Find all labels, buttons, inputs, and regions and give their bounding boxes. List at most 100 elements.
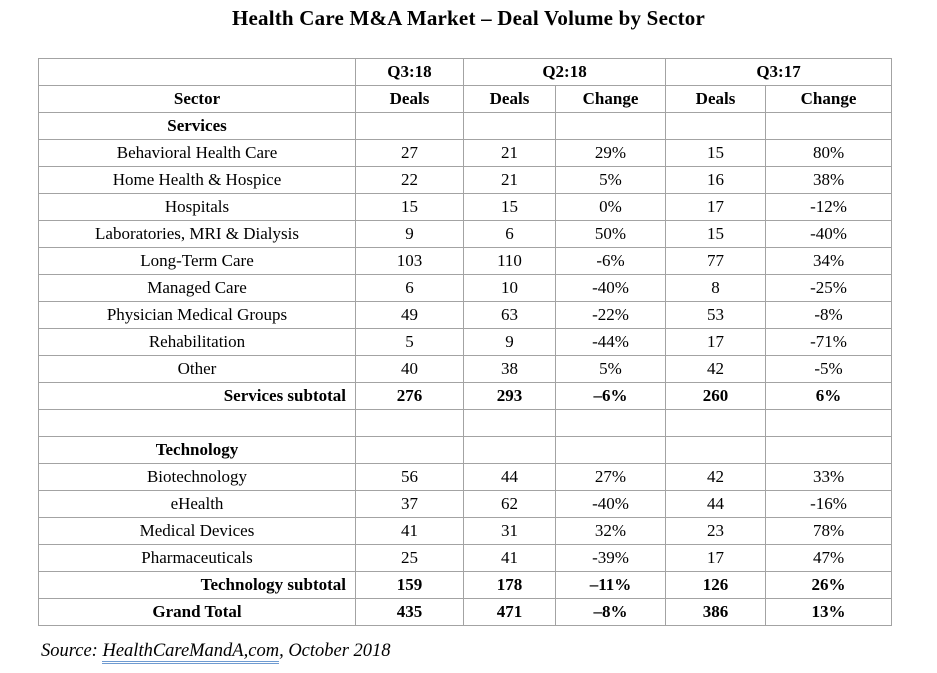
deals-q317-cell: 44 — [665, 490, 767, 518]
table-row: Technology subtotal 159 178 –11% 126 26% — [38, 571, 893, 599]
source-suffix: , October 2018 — [279, 641, 391, 661]
deals-q218-cell — [463, 436, 556, 464]
deals-q317-cell: 260 — [665, 382, 767, 410]
deals-q317-cell: 42 — [665, 463, 767, 491]
deals-q218-cell: 44 — [463, 463, 556, 491]
deals-q317-cell: 16 — [665, 166, 767, 194]
deals-q318-cell: 276 — [355, 382, 464, 410]
deals-q218-cell: 15 — [463, 193, 556, 221]
sector-cell: Technology subtotal — [38, 571, 356, 599]
deals-q318-cell — [355, 436, 464, 464]
change-q317-cell: -8% — [765, 301, 893, 329]
change-q317-cell: 6% — [765, 382, 893, 410]
period-header-row: Q3:18 Q2:18 Q3:17 — [38, 58, 893, 86]
sector-cell: eHealth — [38, 490, 356, 518]
change-q317-cell: -16% — [765, 490, 893, 518]
change-q218-cell: -44% — [554, 328, 667, 356]
deals-q317-cell: 15 — [665, 220, 767, 248]
deals-q218-cell: 9 — [463, 328, 556, 356]
column-header-deals-q218: Deals — [463, 85, 556, 113]
table-row: Pharmaceuticals 25 41 -39% 17 47% — [38, 544, 893, 572]
change-q218-cell: 5% — [554, 166, 667, 194]
deals-q218-cell — [463, 409, 556, 437]
period-header-empty-cell — [38, 58, 356, 86]
deals-q218-cell: 62 — [463, 490, 556, 518]
deals-q318-cell: 15 — [355, 193, 464, 221]
table-row: Grand Total 435 471 –8% 386 13% — [38, 598, 893, 626]
deals-q318-cell: 9 — [355, 220, 464, 248]
deals-q318-cell: 56 — [355, 463, 464, 491]
change-q218-cell: –6% — [554, 382, 667, 410]
change-q317-cell: 26% — [765, 571, 893, 599]
column-header-row: Sector Deals Deals Change Deals Change — [38, 85, 893, 113]
change-q317-cell: -71% — [765, 328, 893, 356]
period-header-q218: Q2:18 — [462, 58, 667, 86]
change-q218-cell: 50% — [554, 220, 667, 248]
deals-q218-cell: 38 — [463, 355, 556, 383]
source-line: Source: HealthCareMandA,com, October 201… — [41, 641, 391, 664]
change-q218-cell: 27% — [554, 463, 667, 491]
deals-q218-cell: 21 — [463, 139, 556, 167]
deals-q318-cell: 103 — [355, 247, 464, 275]
change-q317-cell: -25% — [765, 274, 893, 302]
change-q317-cell: 78% — [765, 517, 893, 545]
sector-cell: Technology — [38, 436, 356, 464]
change-q317-cell — [765, 436, 893, 464]
change-q317-cell: -40% — [765, 220, 893, 248]
deals-q317-cell: 17 — [665, 544, 767, 572]
deals-q317-cell: 386 — [665, 598, 767, 626]
deals-q318-cell — [355, 112, 464, 140]
sector-cell: Long-Term Care — [38, 247, 356, 275]
sector-cell: Behavioral Health Care — [38, 139, 356, 167]
sector-cell: Biotechnology — [38, 463, 356, 491]
deals-q317-cell — [665, 112, 767, 140]
deals-q318-cell: 27 — [355, 139, 464, 167]
deals-q317-cell: 8 — [665, 274, 767, 302]
deals-q317-cell — [665, 436, 767, 464]
deals-q218-cell: 178 — [463, 571, 556, 599]
table-body: Q3:18 Q2:18 Q3:17 Sector Deals Deals Cha… — [38, 58, 893, 626]
table-row: Physician Medical Groups 49 63 -22% 53 -… — [38, 301, 893, 329]
change-q218-cell: 32% — [554, 517, 667, 545]
sector-cell: Laboratories, MRI & Dialysis — [38, 220, 356, 248]
change-q218-cell: 5% — [554, 355, 667, 383]
table-row: Technology — [38, 436, 893, 464]
deals-q218-cell: 10 — [463, 274, 556, 302]
sector-cell: Hospitals — [38, 193, 356, 221]
table-row: Medical Devices 41 31 32% 23 78% — [38, 517, 893, 545]
deals-q317-cell — [665, 409, 767, 437]
deals-q317-cell: 42 — [665, 355, 767, 383]
change-q218-cell: –11% — [554, 571, 667, 599]
column-header-deals-q318: Deals — [355, 85, 464, 113]
column-header-sector: Sector — [38, 85, 356, 113]
deals-q318-cell: 159 — [355, 571, 464, 599]
deals-q218-cell: 110 — [463, 247, 556, 275]
source-prefix: Source: — [41, 641, 103, 661]
deals-q317-cell: 23 — [665, 517, 767, 545]
table-row: Managed Care 6 10 -40% 8 -25% — [38, 274, 893, 302]
change-q218-cell: 0% — [554, 193, 667, 221]
column-header-change-q218: Change — [554, 85, 667, 113]
change-q317-cell: 38% — [765, 166, 893, 194]
change-q317-cell: 47% — [765, 544, 893, 572]
change-q218-cell: -22% — [554, 301, 667, 329]
deals-q218-cell: 471 — [463, 598, 556, 626]
deals-q317-cell: 17 — [665, 328, 767, 356]
column-header-deals-q317: Deals — [665, 85, 767, 113]
table-row: Hospitals 15 15 0% 17 -12% — [38, 193, 893, 221]
period-header-q317: Q3:17 — [665, 58, 893, 86]
change-q317-cell: -5% — [765, 355, 893, 383]
table-row: Laboratories, MRI & Dialysis 9 6 50% 15 … — [38, 220, 893, 248]
sector-cell: Services — [38, 112, 356, 140]
change-q317-cell: 80% — [765, 139, 893, 167]
page-title: Health Care M&A Market – Deal Volume by … — [231, 6, 706, 30]
deals-q317-cell: 77 — [665, 247, 767, 275]
deals-q218-cell: 293 — [463, 382, 556, 410]
deals-q218-cell — [463, 112, 556, 140]
sector-cell: Grand Total — [38, 598, 356, 626]
change-q317-cell: -12% — [765, 193, 893, 221]
deals-q317-cell: 126 — [665, 571, 767, 599]
deals-q317-cell: 53 — [665, 301, 767, 329]
source-link[interactable]: HealthCareMandA,com — [102, 641, 280, 664]
